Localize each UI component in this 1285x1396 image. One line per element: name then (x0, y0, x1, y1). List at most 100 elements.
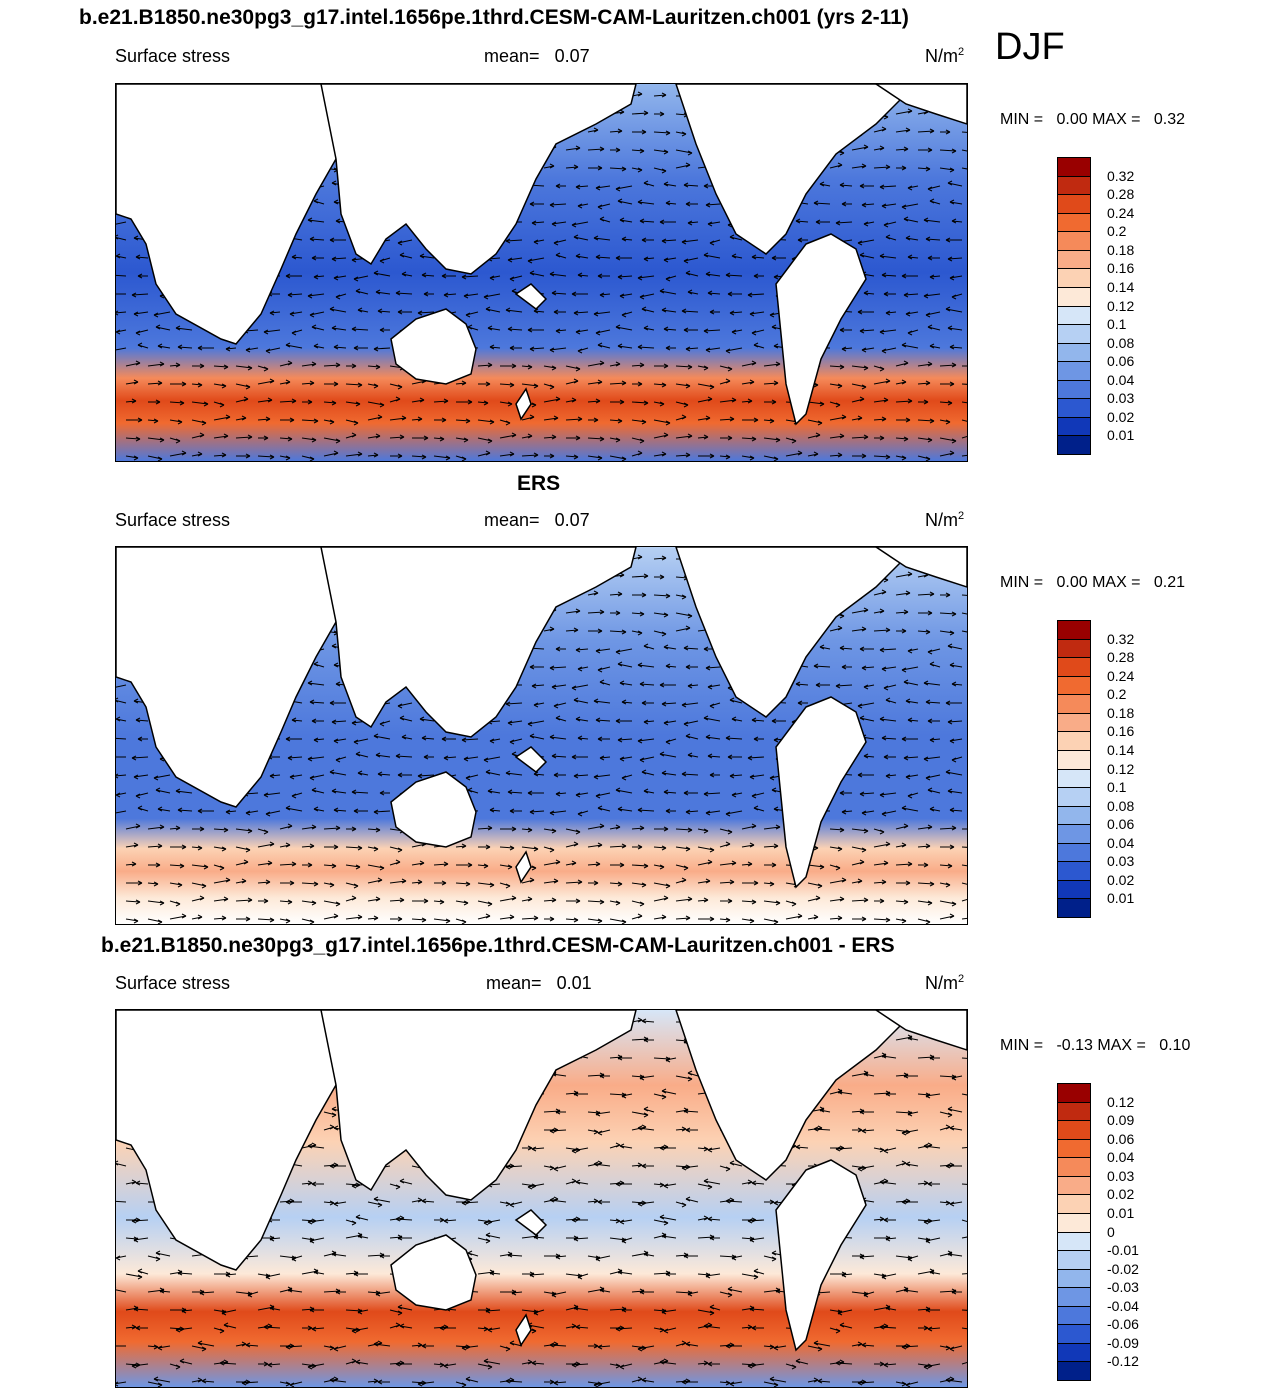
stress-vector (763, 918, 779, 923)
map-svg-1 (116, 84, 967, 461)
stress-vector-head (135, 717, 141, 723)
stress-vector (213, 416, 231, 421)
stress-vector (443, 756, 457, 759)
stress-vector (279, 900, 293, 903)
stress-vector-head (663, 1183, 669, 1189)
stress-vector-head (439, 436, 445, 442)
stress-vector-head (859, 646, 865, 652)
stress-vector (807, 419, 823, 424)
stress-vector (221, 1309, 237, 1314)
stress-vector (873, 918, 891, 921)
stress-vector-head (879, 792, 885, 798)
stress-vector-head (641, 129, 647, 135)
stress-vector-head (727, 435, 733, 441)
stress-vector (287, 293, 303, 296)
stress-vector (763, 900, 781, 904)
stress-vector-head (531, 865, 537, 871)
stress-vector (116, 347, 127, 351)
stress-vector (461, 1345, 479, 1349)
stress-vector-head (417, 1381, 423, 1387)
stress-vector (631, 401, 649, 404)
stress-vector-head (487, 901, 493, 907)
stress-vector (291, 256, 303, 259)
stress-vector-head (335, 901, 341, 907)
stress-vector (675, 846, 691, 850)
map-panel-2 (115, 546, 968, 925)
stress-vector-head (643, 788, 649, 794)
stress-vector (257, 881, 271, 884)
stress-vector (719, 418, 735, 421)
stress-vector-head (813, 1126, 819, 1132)
stress-vector-head (329, 1377, 335, 1383)
stress-vector (961, 1093, 967, 1096)
stress-vector-head (725, 811, 731, 817)
stress-vector-head (331, 863, 337, 869)
stress-vector-head (615, 824, 621, 830)
stress-vector (925, 1093, 941, 1097)
stress-vector-head (637, 1125, 643, 1131)
stress-vector-head (311, 324, 317, 330)
stress-vector-head (331, 1106, 337, 1112)
stress-vector (863, 292, 875, 295)
stress-vector (125, 362, 141, 367)
stress-vector (555, 792, 567, 795)
stress-vector-head (813, 1377, 819, 1383)
stress-vector (213, 454, 227, 457)
stress-vector-head (665, 200, 671, 206)
stress-vector-head (837, 1089, 843, 1095)
stress-vector-head (685, 1127, 691, 1133)
stress-vector-head (929, 737, 935, 743)
stress-vector-head (571, 1217, 577, 1223)
stress-vector-head (441, 880, 447, 886)
stress-vector (169, 452, 187, 457)
stress-vector-head (116, 773, 119, 779)
stress-vector-head (951, 681, 957, 687)
stress-vector-head (751, 436, 757, 442)
stress-vector (653, 1219, 669, 1224)
stress-vector (125, 400, 137, 403)
land-mass (390, 308, 477, 385)
stress-vector-head (621, 312, 627, 318)
stress-vector (499, 453, 515, 457)
stress-vector-head (819, 864, 825, 870)
stress-vector (639, 220, 655, 223)
stress-vector-head (116, 329, 121, 335)
stress-vector (851, 1291, 869, 1295)
stress-vector (575, 648, 589, 651)
stress-vector (565, 455, 579, 458)
stress-vector-head (285, 736, 291, 742)
stress-vector-head (747, 1179, 753, 1185)
stress-vector (939, 437, 957, 442)
stress-vector-head (399, 434, 405, 440)
stress-vector (307, 1145, 325, 1149)
stress-vector (309, 1237, 325, 1242)
stress-vector (905, 1163, 919, 1167)
stress-vector-head (397, 1304, 403, 1310)
panel-2-variable: Surface stress (115, 510, 231, 530)
stress-vector-head (309, 775, 315, 781)
stress-vector-head (927, 1326, 933, 1332)
stress-vector-head (395, 753, 401, 759)
stress-vector-head (593, 698, 599, 704)
stress-vector (219, 1362, 237, 1365)
panel-2-minmax: MIN = 0.00 MAX = 0.21 (1000, 574, 1185, 592)
stress-vector (881, 810, 897, 815)
stress-vector (895, 863, 913, 866)
stress-vector-head (577, 1274, 583, 1280)
stress-vector-head (949, 630, 955, 636)
stress-vector-head (555, 396, 561, 402)
stress-vector (873, 399, 889, 403)
stress-vector-head (731, 253, 737, 259)
stress-vector-head (597, 1130, 603, 1136)
stress-vector-head (549, 1342, 555, 1348)
stress-vector (747, 1363, 765, 1367)
stress-vector-head (285, 805, 291, 811)
stress-vector-head (885, 841, 891, 847)
stress-vector (263, 1326, 281, 1329)
stress-vector (663, 646, 677, 650)
stress-vector-head (643, 256, 649, 262)
stress-vector (881, 274, 897, 277)
stress-vector-head (507, 401, 513, 407)
stress-vector-head (839, 327, 845, 333)
stress-vector-head (573, 234, 579, 240)
